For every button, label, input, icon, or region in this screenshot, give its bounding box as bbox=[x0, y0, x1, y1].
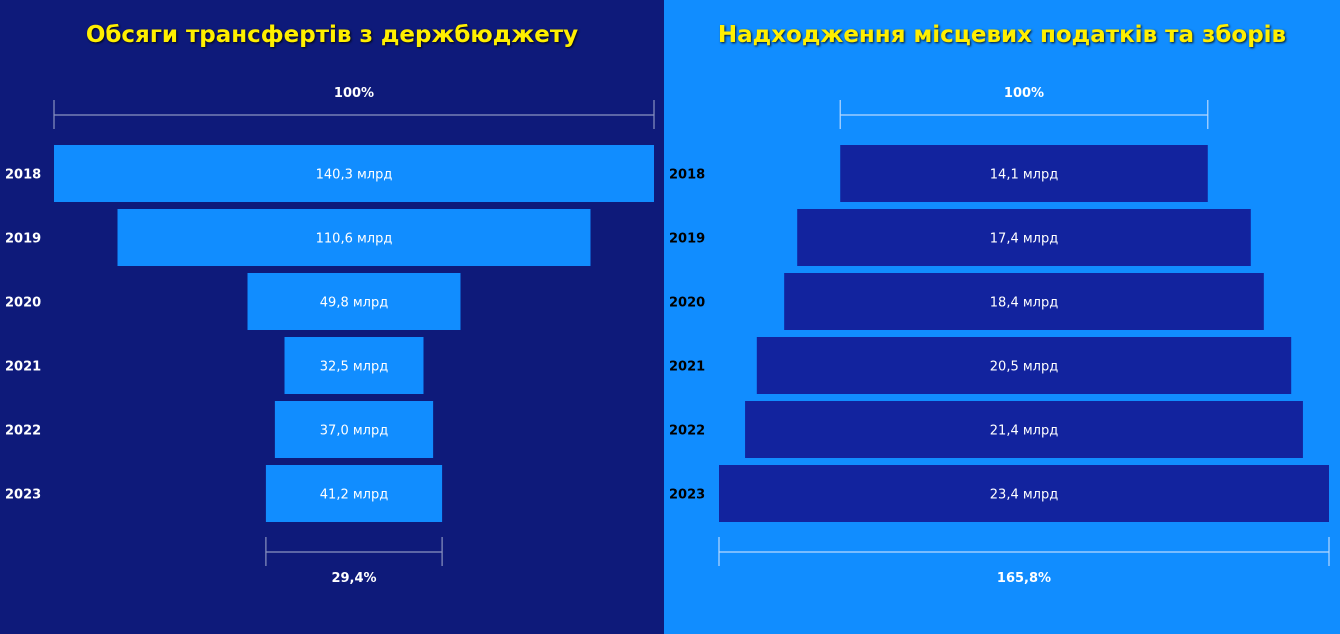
bottom-percent-label: 29,4% bbox=[331, 571, 376, 586]
bar-2019 bbox=[117, 209, 591, 266]
category-label: 2021 bbox=[669, 360, 705, 375]
category-label: 2022 bbox=[5, 424, 41, 439]
bar-2021 bbox=[756, 337, 1292, 394]
bar-2022 bbox=[745, 401, 1303, 458]
bar-2018 bbox=[840, 145, 1208, 202]
local-taxes-title: Надходження місцевих податків та зборів bbox=[717, 22, 1287, 48]
category-label: 2018 bbox=[5, 168, 41, 183]
bar-2023 bbox=[719, 465, 1329, 522]
bar-value-label: 37,0 млрд bbox=[320, 424, 388, 439]
bar-value-label: 110,6 млрд bbox=[316, 232, 393, 247]
bottom-percent-label: 165,8% bbox=[997, 571, 1051, 586]
bar-value-label: 14,1 млрд bbox=[990, 168, 1058, 183]
bar-2018 bbox=[54, 145, 654, 202]
top-percent-label: 100% bbox=[1004, 86, 1044, 101]
bar-value-label: 32,5 млрд bbox=[320, 360, 388, 375]
local-taxes-funnel-chart: 100% 14,1 млрд 2018 17,4 млрд 2019 18,4 млрд 2… bbox=[669, 86, 1330, 586]
bar-value-label: 17,4 млрд bbox=[990, 232, 1058, 247]
bar-value-label: 21,4 млрд bbox=[990, 424, 1058, 439]
transfers-panel: Обсяги трансфертів з держбюджету 100% 140… bbox=[0, 0, 664, 634]
bar-2023 bbox=[265, 465, 443, 522]
bar-2019 bbox=[797, 209, 1251, 266]
transfers-title: Обсяги трансфертів з держбюджету bbox=[85, 22, 579, 48]
bar-2020 bbox=[784, 273, 1264, 330]
category-label: 2019 bbox=[669, 232, 705, 247]
category-label: 2020 bbox=[5, 296, 41, 311]
transfers-funnel-chart: 100% 140,3 млрд 2018 110,6 млрд 2019 49,8 млр… bbox=[5, 86, 655, 586]
category-label: 2021 bbox=[5, 360, 41, 375]
bar-value-label: 41,2 млрд bbox=[320, 488, 388, 503]
bar-value-label: 18,4 млрд bbox=[990, 296, 1058, 311]
local-taxes-panel: Надходження місцевих податків та зборів … bbox=[664, 0, 1340, 634]
top-percent-label: 100% bbox=[334, 86, 374, 101]
bar-value-label: 49,8 млрд bbox=[320, 296, 388, 311]
category-label: 2019 bbox=[5, 232, 41, 247]
bar-2022 bbox=[274, 401, 434, 458]
bar-value-label: 23,4 млрд bbox=[990, 488, 1058, 503]
category-label: 2018 bbox=[669, 168, 705, 183]
category-label: 2022 bbox=[669, 424, 705, 439]
category-label: 2020 bbox=[669, 296, 705, 311]
bar-value-label: 140,3 млрд bbox=[316, 168, 393, 183]
bar-value-label: 20,5 млрд bbox=[990, 360, 1058, 375]
bar-2021 bbox=[284, 337, 424, 394]
category-label: 2023 bbox=[5, 488, 41, 503]
category-label: 2023 bbox=[669, 488, 705, 503]
bar-2020 bbox=[247, 273, 461, 330]
